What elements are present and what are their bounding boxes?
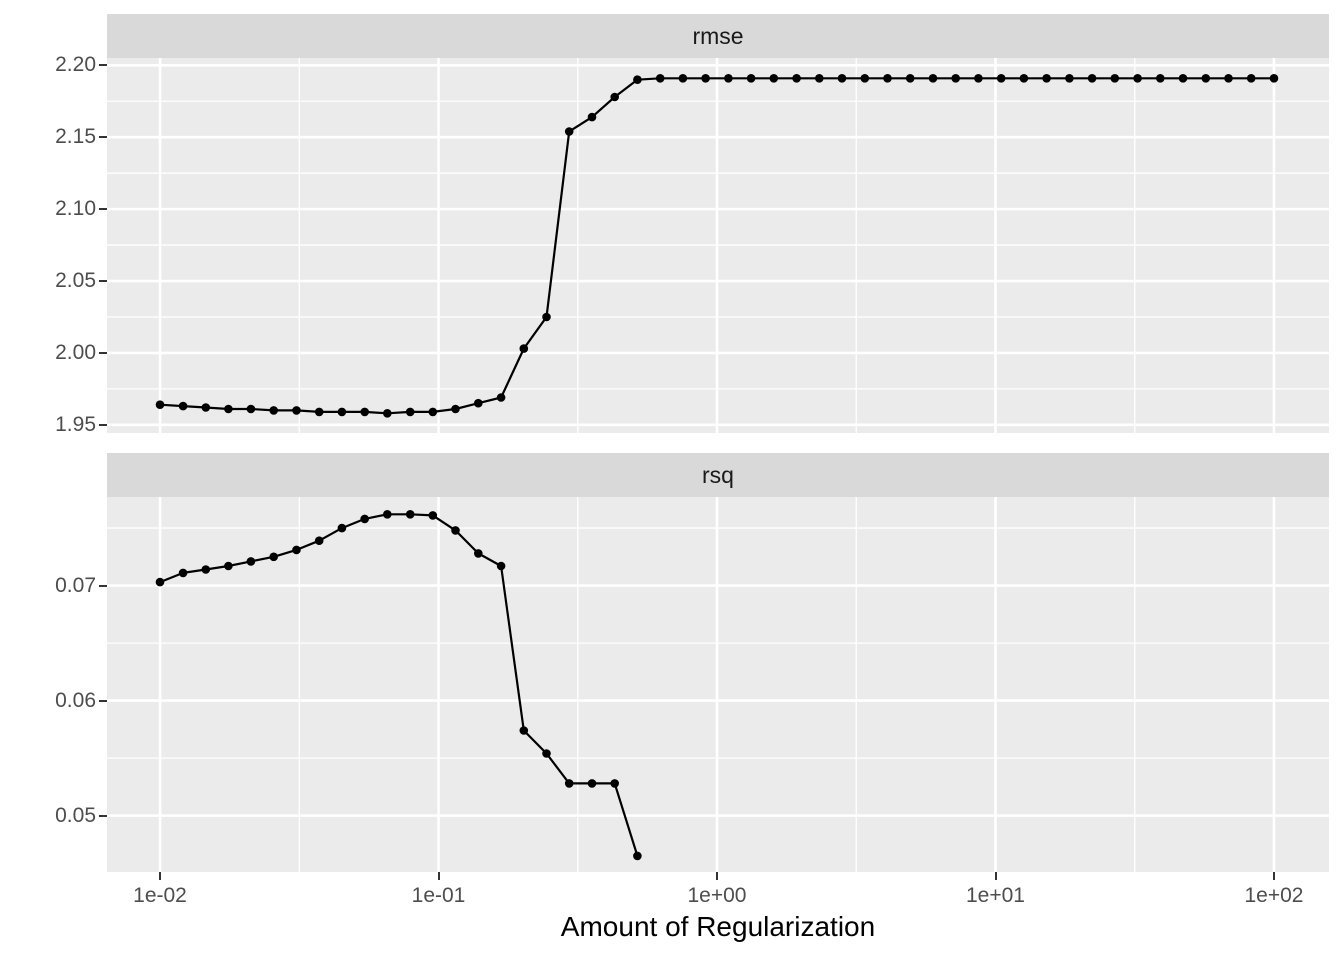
data-points <box>155 74 1279 418</box>
y-tick-mark <box>99 136 107 139</box>
major-gridlines <box>107 497 1329 872</box>
x-tick-mark <box>1273 872 1275 880</box>
x-tick-label: 1e+02 <box>1244 884 1304 907</box>
facet-strip-rmse: rmse <box>107 14 1329 58</box>
y-tick-label: 0.05 <box>55 803 96 827</box>
x-tick-label: 1e-02 <box>133 884 187 907</box>
y-tick-mark <box>99 584 107 587</box>
x-tick-mark <box>994 872 997 880</box>
rsq-chart <box>107 497 1329 872</box>
y-tick-label: 0.07 <box>55 573 96 597</box>
x-axis-title: Amount of Regularization <box>560 911 876 942</box>
y-tick-label: 2.20 <box>55 53 96 77</box>
y-tick-mark <box>99 280 107 282</box>
y-tick-mark <box>99 814 107 817</box>
panel-rmse <box>107 58 1329 433</box>
facet-strip-label-rmse: rmse <box>692 22 744 49</box>
y-tick-mark <box>99 699 107 702</box>
y-tick-mark <box>99 64 107 67</box>
y-tick-label: 2.15 <box>55 125 96 149</box>
x-tick-label: 1e+00 <box>687 884 747 907</box>
y-tick-mark <box>99 423 107 426</box>
series-line <box>158 513 639 857</box>
x-tick-mark <box>437 872 440 880</box>
y-tick-label: 2.10 <box>55 197 96 221</box>
x-tick-mark <box>159 872 161 880</box>
y-tick-label: 2.05 <box>55 269 96 292</box>
y-tick-mark <box>99 208 107 211</box>
y-tick-mark <box>99 351 107 354</box>
facet-strip-rsq: rsq <box>107 453 1329 497</box>
x-tick-label: 1e+01 <box>966 884 1025 907</box>
facet-strip-label-rsq: rsq <box>702 461 734 488</box>
data-points <box>155 510 642 861</box>
rmse-chart <box>107 58 1329 433</box>
x-tick-mark <box>716 872 718 880</box>
panel-rsq <box>107 497 1329 872</box>
y-tick-label: 1.95 <box>55 412 96 436</box>
y-tick-label: 0.06 <box>55 688 96 712</box>
y-tick-label: 2.00 <box>55 340 96 364</box>
x-tick-label: 1e-01 <box>411 884 466 907</box>
major-gridlines <box>107 58 1329 433</box>
